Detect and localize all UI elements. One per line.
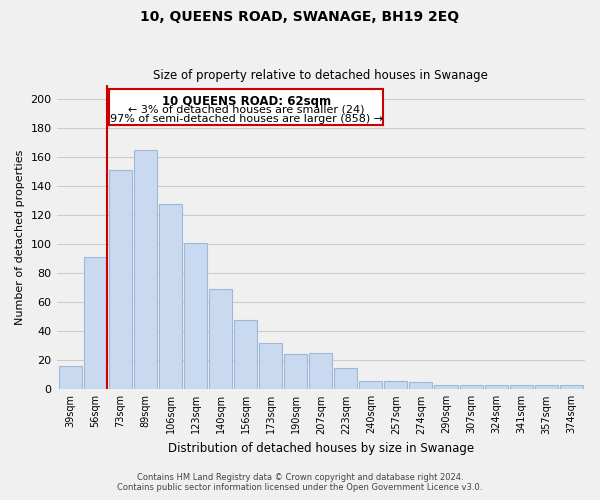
Text: ← 3% of detached houses are smaller (24): ← 3% of detached houses are smaller (24) [128, 105, 365, 115]
Bar [259, 343, 282, 390]
Bar [184, 242, 207, 390]
Bar [134, 150, 157, 390]
Bar [159, 204, 182, 390]
Bar [334, 368, 358, 390]
Bar [59, 366, 82, 390]
Bar [509, 385, 533, 390]
Bar [385, 380, 407, 390]
Bar [434, 385, 458, 390]
Title: Size of property relative to detached houses in Swanage: Size of property relative to detached ho… [154, 69, 488, 82]
Bar [309, 353, 332, 390]
Bar [234, 320, 257, 390]
Bar [460, 385, 482, 390]
Bar [560, 385, 583, 390]
Text: 97% of semi-detached houses are larger (858) →: 97% of semi-detached houses are larger (… [110, 114, 383, 124]
Bar [485, 385, 508, 390]
Bar [409, 382, 433, 390]
X-axis label: Distribution of detached houses by size in Swanage: Distribution of detached houses by size … [168, 442, 474, 455]
Bar [84, 257, 107, 390]
Y-axis label: Number of detached properties: Number of detached properties [15, 149, 25, 324]
Bar [284, 354, 307, 390]
Bar [535, 385, 558, 390]
Text: Contains HM Land Registry data © Crown copyright and database right 2024.
Contai: Contains HM Land Registry data © Crown c… [118, 473, 482, 492]
Text: 10, QUEENS ROAD, SWANAGE, BH19 2EQ: 10, QUEENS ROAD, SWANAGE, BH19 2EQ [140, 10, 460, 24]
Text: 10 QUEENS ROAD: 62sqm: 10 QUEENS ROAD: 62sqm [161, 96, 331, 108]
Bar [359, 380, 382, 390]
Bar [109, 170, 132, 390]
Bar [109, 89, 383, 125]
Bar [209, 289, 232, 390]
